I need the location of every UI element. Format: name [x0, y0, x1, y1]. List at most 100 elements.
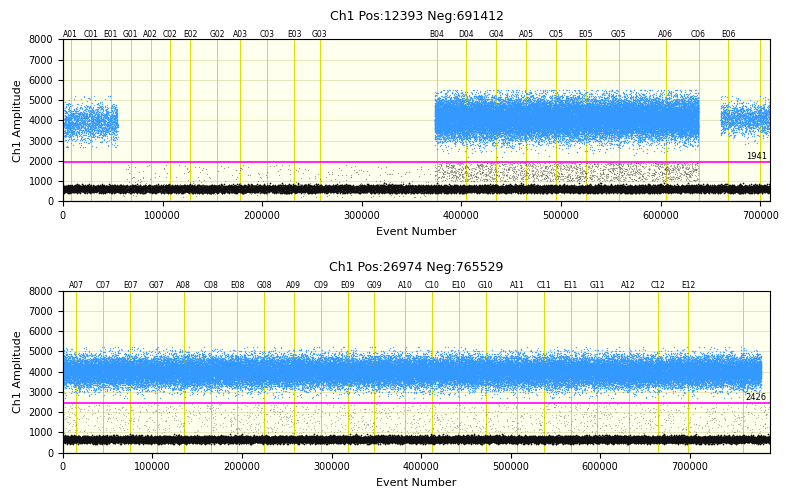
Point — [667, 374, 680, 382]
Point — [105, 363, 117, 371]
Point — [155, 374, 167, 382]
Point — [406, 185, 418, 193]
Point — [139, 370, 152, 378]
Point — [763, 184, 776, 192]
Point — [582, 127, 595, 135]
Point — [670, 184, 682, 192]
Point — [666, 362, 678, 370]
Point — [563, 104, 575, 112]
Point — [689, 185, 701, 193]
Point — [468, 433, 480, 441]
Point — [490, 126, 503, 134]
Point — [520, 124, 533, 132]
Point — [280, 379, 292, 387]
Point — [582, 365, 595, 373]
Point — [682, 184, 695, 191]
Point — [648, 360, 660, 368]
Point — [541, 114, 553, 122]
Point — [500, 434, 512, 442]
Point — [580, 119, 593, 127]
Point — [125, 436, 138, 444]
Point — [711, 351, 724, 359]
Point — [526, 129, 538, 137]
Point — [361, 365, 373, 372]
Point — [266, 181, 279, 189]
Point — [565, 166, 578, 174]
Point — [325, 435, 337, 443]
Point — [538, 89, 551, 97]
Point — [757, 433, 769, 441]
Point — [499, 436, 512, 444]
Point — [424, 434, 437, 442]
Point — [281, 439, 293, 447]
Point — [252, 438, 264, 446]
Point — [97, 131, 109, 139]
Point — [588, 185, 601, 193]
Point — [655, 184, 667, 192]
Point — [376, 350, 388, 358]
Point — [472, 163, 484, 171]
Point — [591, 108, 604, 116]
Point — [709, 187, 722, 195]
Point — [377, 375, 390, 383]
Point — [403, 358, 416, 366]
Point — [595, 185, 608, 193]
Point — [359, 364, 372, 371]
Point — [457, 119, 469, 127]
Point — [665, 185, 678, 193]
Point — [134, 184, 146, 192]
Point — [462, 434, 475, 442]
Point — [573, 359, 586, 367]
Point — [206, 377, 219, 385]
Point — [380, 184, 392, 191]
Point — [720, 438, 733, 446]
Point — [558, 185, 571, 193]
Point — [648, 433, 660, 441]
Point — [442, 126, 454, 134]
Point — [86, 369, 98, 377]
Point — [621, 118, 634, 126]
Point — [234, 367, 247, 374]
Point — [663, 373, 676, 381]
Point — [261, 376, 274, 384]
Point — [671, 355, 684, 363]
Point — [670, 437, 683, 445]
Point — [611, 112, 623, 120]
Point — [181, 436, 193, 444]
Point — [518, 116, 531, 124]
Point — [217, 186, 230, 194]
Point — [542, 435, 555, 443]
Point — [470, 185, 483, 193]
Point — [492, 368, 505, 376]
Point — [545, 438, 558, 446]
Point — [518, 362, 531, 370]
Point — [286, 437, 299, 445]
Point — [160, 435, 172, 443]
Point — [428, 95, 441, 103]
Point — [476, 362, 488, 369]
Point — [452, 434, 465, 442]
Point — [520, 108, 532, 116]
Point — [633, 142, 645, 150]
Point — [130, 370, 143, 378]
Point — [129, 434, 141, 442]
Point — [588, 133, 601, 141]
Point — [278, 404, 291, 412]
Point — [737, 373, 750, 381]
Point — [454, 164, 466, 172]
Point — [729, 374, 742, 382]
Point — [248, 373, 261, 381]
Point — [469, 367, 482, 375]
Point — [248, 437, 261, 445]
Point — [516, 112, 529, 120]
Point — [81, 434, 94, 442]
Point — [532, 162, 545, 170]
Point — [187, 361, 200, 369]
Point — [361, 185, 373, 193]
Point — [307, 355, 320, 363]
Point — [634, 372, 646, 380]
Point — [619, 119, 632, 127]
Point — [522, 108, 534, 116]
Point — [242, 435, 255, 443]
Point — [179, 434, 192, 442]
